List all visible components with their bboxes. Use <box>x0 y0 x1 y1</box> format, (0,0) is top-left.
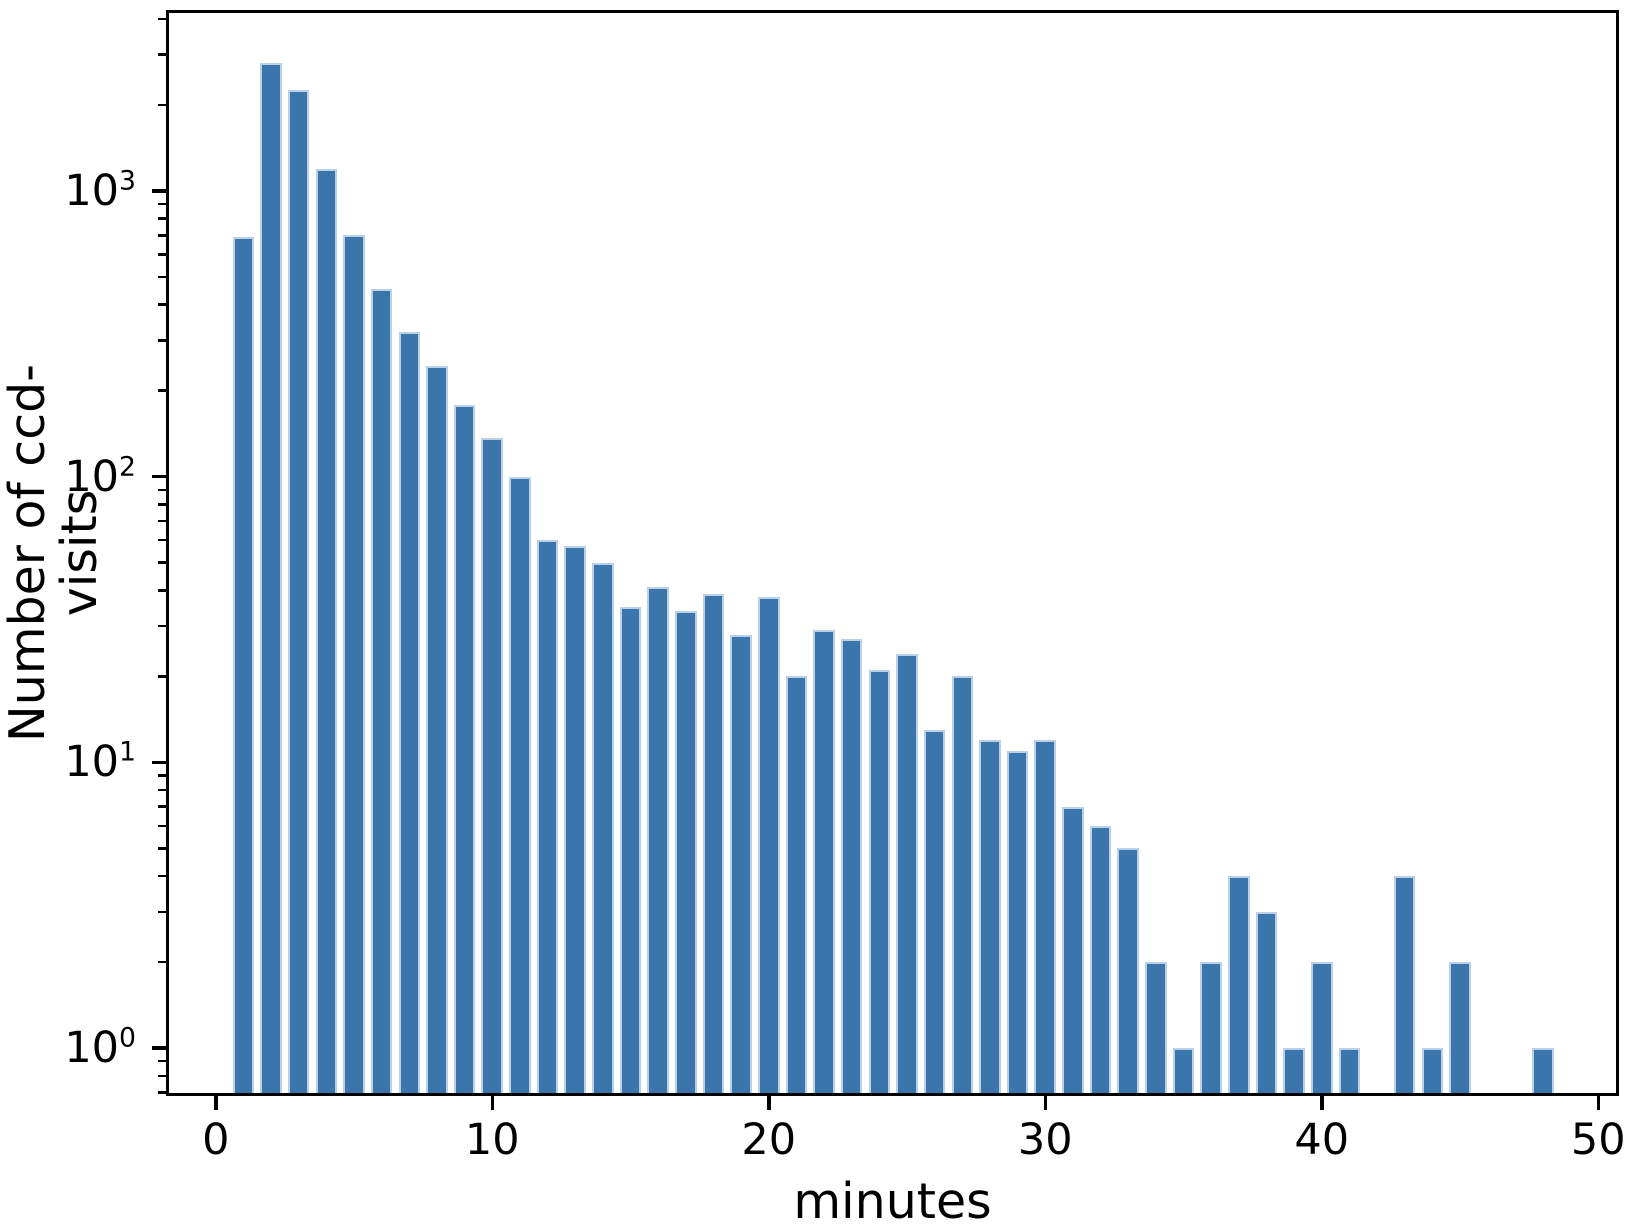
histogram-bar <box>398 332 421 1096</box>
x-tick-label: 40 <box>1294 1115 1350 1165</box>
x-major-tick <box>490 1096 495 1110</box>
y-minor-tick <box>158 874 166 878</box>
y-minor-tick <box>158 824 166 828</box>
histogram-bar <box>260 63 282 1096</box>
histogram-bar <box>1200 962 1222 1096</box>
histogram-bar <box>923 729 946 1096</box>
histogram-bar <box>896 653 918 1096</box>
y-minor-tick <box>158 519 166 523</box>
y-major-tick <box>152 1046 166 1050</box>
histogram-bar <box>1172 1048 1195 1096</box>
histogram-bar <box>1421 1048 1444 1096</box>
y-minor-tick <box>158 561 166 564</box>
histogram-bar <box>1393 876 1416 1096</box>
histogram-bar <box>675 610 697 1096</box>
y-minor-tick <box>158 774 166 777</box>
x-major-tick <box>1043 1096 1047 1110</box>
y-minor-tick <box>158 303 166 306</box>
histogram-bar <box>315 169 338 1096</box>
histogram-bar <box>1228 876 1250 1096</box>
histogram-bar <box>453 405 476 1096</box>
y-minor-tick <box>158 53 166 56</box>
histogram-bar <box>287 90 310 1096</box>
x-major-tick <box>214 1096 218 1110</box>
x-major-tick <box>1320 1096 1324 1110</box>
y-major-tick <box>152 189 166 193</box>
histogram-bar <box>1283 1048 1305 1096</box>
histogram-bar <box>619 606 642 1096</box>
histogram-bar <box>868 670 891 1096</box>
y-minor-tick <box>158 202 166 206</box>
y-minor-tick <box>158 253 166 256</box>
y-tick-label: 100 <box>64 1022 136 1074</box>
histogram-bar <box>730 634 752 1096</box>
histogram-bar <box>343 235 365 1096</box>
y-tick-label: 102 <box>64 451 136 502</box>
y-minor-tick <box>158 910 166 914</box>
histogram-bar <box>370 288 393 1096</box>
y-minor-tick <box>158 788 166 792</box>
y-axis-label: Number of ccd-visits <box>0 364 108 742</box>
y-tick-label: 103 <box>64 165 136 216</box>
histogram-bar <box>592 562 614 1096</box>
y-minor-tick <box>158 488 166 492</box>
histogram-bar <box>509 476 531 1096</box>
histogram-bar <box>481 437 504 1096</box>
y-minor-tick <box>158 589 166 592</box>
y-minor-tick <box>158 1059 166 1063</box>
histogram-bar <box>951 676 974 1096</box>
histogram-bar <box>785 676 808 1096</box>
x-axis-label: minutes <box>793 1173 992 1230</box>
histogram-bar <box>1089 825 1112 1096</box>
histogram-bar <box>647 587 669 1096</box>
y-minor-tick <box>158 538 166 542</box>
y-minor-tick <box>158 847 166 850</box>
histogram-bar <box>1532 1048 1554 1096</box>
y-minor-tick <box>158 389 166 392</box>
y-minor-tick <box>158 339 166 342</box>
x-tick-label: 30 <box>1017 1115 1073 1165</box>
histogram-bar <box>1310 962 1333 1096</box>
x-tick-label: 0 <box>202 1115 230 1165</box>
histogram-bar <box>1145 962 1167 1096</box>
x-tick-label: 20 <box>741 1115 797 1165</box>
y-major-tick <box>152 760 166 765</box>
y-minor-tick <box>158 675 166 678</box>
histogram-bar <box>1034 739 1057 1096</box>
histogram-bar <box>536 540 559 1096</box>
histogram-bar <box>1006 750 1029 1096</box>
histogram-bar <box>757 596 780 1096</box>
y-minor-tick <box>158 17 166 21</box>
y-minor-tick <box>158 217 166 220</box>
x-major-tick <box>767 1096 771 1110</box>
x-major-tick <box>1596 1096 1600 1110</box>
x-tick-label: 10 <box>464 1115 520 1165</box>
y-minor-tick <box>158 103 166 107</box>
y-tick-label: 101 <box>64 737 136 788</box>
histogram-bar <box>702 593 725 1096</box>
y-minor-tick <box>158 503 166 506</box>
histogram-bar <box>564 546 586 1096</box>
y-minor-tick <box>158 275 166 279</box>
y-minor-tick <box>158 624 166 628</box>
histogram-bar <box>1117 848 1139 1096</box>
histogram-bar <box>979 739 1001 1096</box>
y-minor-tick <box>158 805 166 808</box>
histogram-bar <box>1255 911 1278 1096</box>
y-major-tick <box>152 474 166 479</box>
y-minor-tick <box>158 1074 166 1078</box>
histogram-bar <box>813 630 835 1096</box>
y-minor-tick <box>158 960 166 964</box>
y-minor-tick <box>158 1091 166 1094</box>
x-tick-label: 50 <box>1570 1115 1626 1165</box>
histogram-bar <box>232 237 255 1096</box>
y-minor-tick <box>158 234 166 237</box>
histogram-bar <box>840 639 863 1096</box>
histogram-bar <box>426 365 448 1096</box>
plot-area <box>152 10 1619 1110</box>
histogram-bar <box>1338 1048 1361 1096</box>
histogram-bar <box>1449 962 1471 1096</box>
histogram-bar <box>1062 806 1084 1096</box>
